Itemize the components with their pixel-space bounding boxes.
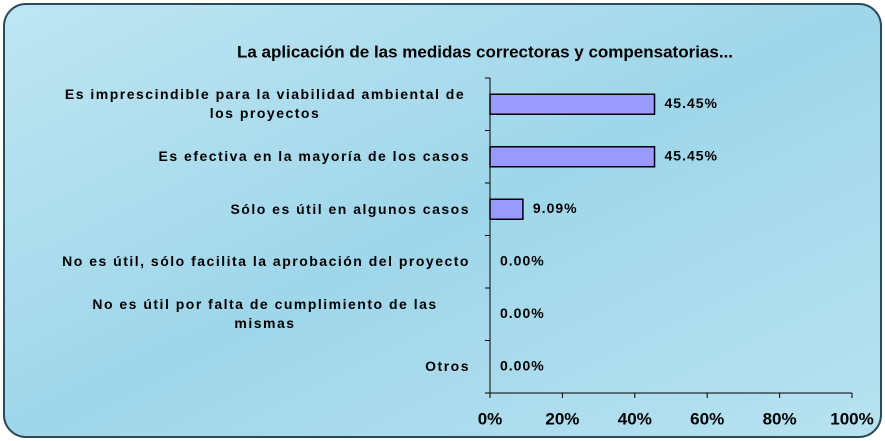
category-label-box: Sólo es útil en algunos casos (60, 184, 470, 234)
category-label-box: No es útil por falta de cumplimiento de … (60, 289, 470, 339)
category-label-box: No es útil, sólo facilita la aprobación … (60, 237, 470, 287)
y-tick-label: Sólo es útil en algunos casos (230, 200, 470, 217)
bar (489, 93, 656, 115)
value-label: 0.00% (500, 357, 545, 373)
x-tick-label: 20% (545, 409, 579, 428)
y-tick-label: Es imprescindible para la viabilidad amb… (64, 86, 466, 122)
value-label: 9.09% (533, 200, 578, 216)
bar (489, 198, 524, 220)
value-label: 45.45% (665, 95, 718, 111)
value-label: 0.00% (500, 305, 545, 321)
y-tick-label: No es útil, sólo facilita la aprobación … (62, 253, 470, 270)
x-tick-label: 80% (763, 409, 797, 428)
x-tick-label: 100% (830, 409, 873, 428)
value-label: 0.00% (500, 252, 545, 268)
chart-title: La aplicación de las medidas correctoras… (237, 42, 733, 61)
category-label-box: Otros (60, 342, 470, 392)
y-tick-label: No es útil por falta de cumplimiento de … (92, 296, 438, 332)
x-tick-label: 60% (690, 409, 724, 428)
y-tick-label: Otros (425, 358, 470, 375)
bar (489, 146, 656, 168)
x-tick-label: 40% (618, 409, 652, 428)
chart-background (3, 3, 882, 438)
y-tick-label: Es efectiva en la mayoría de los casos (158, 148, 470, 165)
category-label-box: Es imprescindible para la viabilidad amb… (60, 79, 470, 129)
category-label-box: Es efectiva en la mayoría de los casos (60, 132, 470, 182)
x-tick-label: 0% (478, 409, 503, 428)
value-label: 45.45% (665, 147, 718, 163)
